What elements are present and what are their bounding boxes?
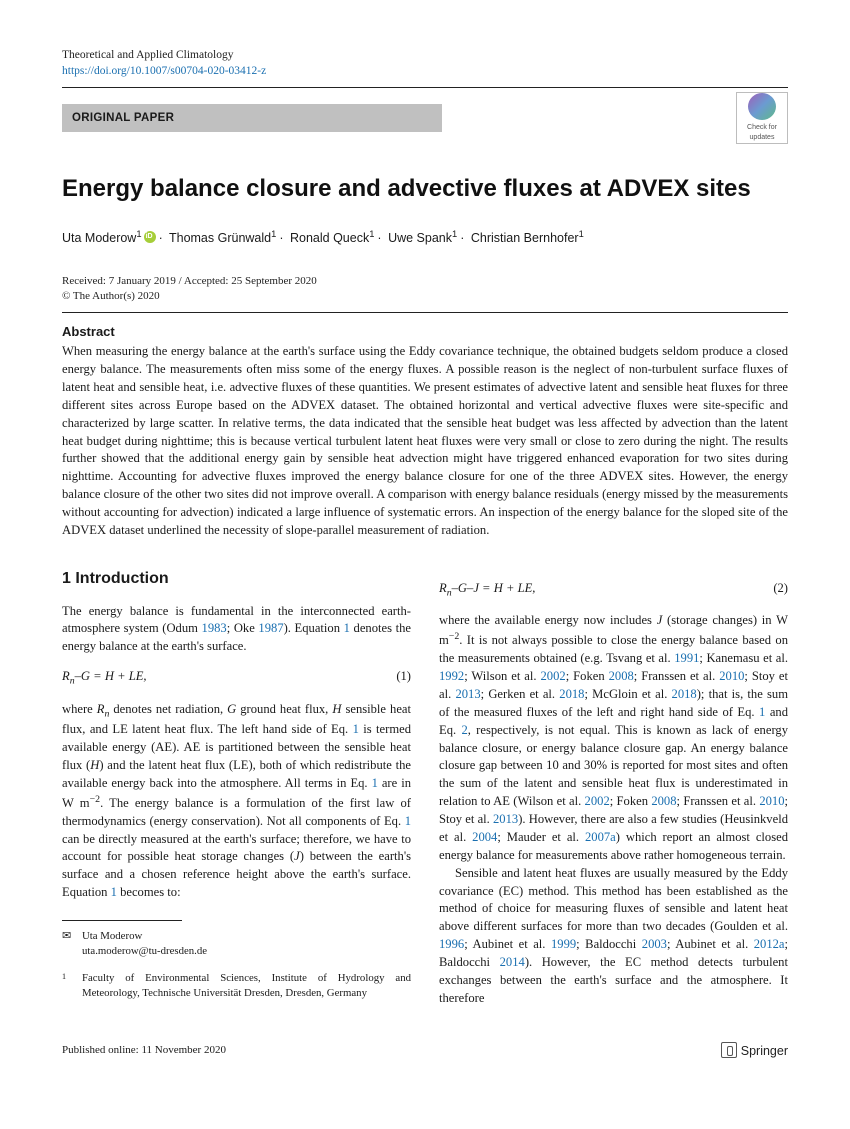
citation-link[interactable]: 2007a: [585, 830, 616, 844]
author: Thomas Grünwald1: [169, 231, 276, 245]
citation-link[interactable]: 2010: [759, 794, 784, 808]
citation-link[interactable]: 2018: [672, 687, 697, 701]
section-heading: 1 Introduction: [62, 568, 411, 591]
equation-number: (1): [396, 668, 411, 686]
paper-type-label: ORIGINAL PAPER: [62, 104, 442, 132]
citation-link[interactable]: 1983: [202, 621, 227, 635]
citation-link[interactable]: 2013: [493, 812, 518, 826]
author: Christian Bernhofer1: [471, 231, 584, 245]
citation-link[interactable]: 2012a: [754, 937, 785, 951]
published-online: Published online: 11 November 2020: [62, 1043, 226, 1059]
equation-number: (2): [773, 580, 788, 598]
citation-link[interactable]: 1992: [439, 669, 464, 683]
abstract-rule: [62, 312, 788, 313]
right-paragraph-1: where the available energy now includes …: [439, 612, 788, 864]
equation-ref[interactable]: 1: [405, 814, 411, 828]
citation-link[interactable]: 1999: [551, 937, 576, 951]
corresponding-author: ✉ Uta Moderow uta.moderow@tu-dresden.de …: [62, 929, 411, 1001]
equation-body: Rn–G = H + LE,: [62, 668, 147, 688]
citation-link[interactable]: 2008: [609, 669, 634, 683]
abstract-heading: Abstract: [62, 323, 788, 341]
citation-link[interactable]: 1987: [258, 621, 283, 635]
abstract-text: When measuring the energy balance at the…: [62, 343, 788, 540]
left-column: 1 Introduction The energy balance is fun…: [62, 568, 411, 1008]
equation-1: Rn–G = H + LE, (1): [62, 668, 411, 688]
citation-link[interactable]: 2004: [472, 830, 497, 844]
right-paragraph-2: Sensible and latent heat fluxes are usua…: [439, 865, 788, 1008]
doi-link[interactable]: https://doi.org/10.1007/s00704-020-03412…: [62, 65, 266, 77]
equation-body: Rn–G–J = H + LE,: [439, 580, 535, 600]
affiliation-text: Faculty of Environmental Sciences, Insti…: [82, 971, 411, 1001]
citation-link[interactable]: 2014: [500, 955, 525, 969]
envelope-icon: ✉: [62, 929, 82, 959]
crossmark-icon: [748, 93, 776, 120]
author: Uwe Spank1: [388, 231, 457, 245]
citation-link[interactable]: 2018: [559, 687, 584, 701]
intro-paragraph-1: The energy balance is fundamental in the…: [62, 603, 411, 657]
footnote-rule: [62, 920, 182, 921]
corr-email: uta.moderow@tu-dresden.de: [82, 944, 411, 959]
right-column: Rn–G–J = H + LE, (2) where the available…: [439, 568, 788, 1008]
citation-link[interactable]: 1996: [439, 937, 464, 951]
citation-link[interactable]: 2002: [585, 794, 610, 808]
affiliation-number: 1: [62, 972, 66, 981]
received-accepted: Received: 7 January 2019 / Accepted: 25 …: [62, 274, 788, 289]
corr-name: Uta Moderow: [82, 929, 411, 944]
intro-paragraph-2: where Rn denotes net radiation, G ground…: [62, 701, 411, 902]
page-footer: Published online: 11 November 2020 Sprin…: [62, 1042, 788, 1061]
citation-link[interactable]: 1991: [674, 651, 699, 665]
paper-title: Energy balance closure and advective flu…: [62, 172, 788, 206]
journal-name: Theoretical and Applied Climatology: [62, 48, 788, 64]
citation-link[interactable]: 2008: [651, 794, 676, 808]
orcid-icon[interactable]: [144, 231, 156, 243]
citation-link[interactable]: 2002: [541, 669, 566, 683]
copyright-line: © The Author(s) 2020: [62, 289, 788, 304]
citation-link[interactable]: 2003: [642, 937, 667, 951]
author: Uta Moderow1: [62, 231, 156, 245]
header-rule: [62, 87, 788, 88]
citation-link[interactable]: 2010: [719, 669, 744, 683]
check-updates-badge[interactable]: Check for updates: [736, 92, 788, 144]
citation-link[interactable]: 2013: [455, 687, 480, 701]
equation-2: Rn–G–J = H + LE, (2): [439, 580, 788, 600]
springer-icon: [721, 1042, 737, 1058]
author: Ronald Queck1: [290, 231, 374, 245]
article-dates: Received: 7 January 2019 / Accepted: 25 …: [62, 274, 788, 304]
check-updates-text: Check for updates: [737, 123, 787, 143]
journal-header: Theoretical and Applied Climatology http…: [62, 48, 788, 79]
publisher-logo: Springer: [721, 1042, 788, 1061]
author-list: Uta Moderow1· Thomas Grünwald1· Ronald Q…: [62, 228, 788, 248]
